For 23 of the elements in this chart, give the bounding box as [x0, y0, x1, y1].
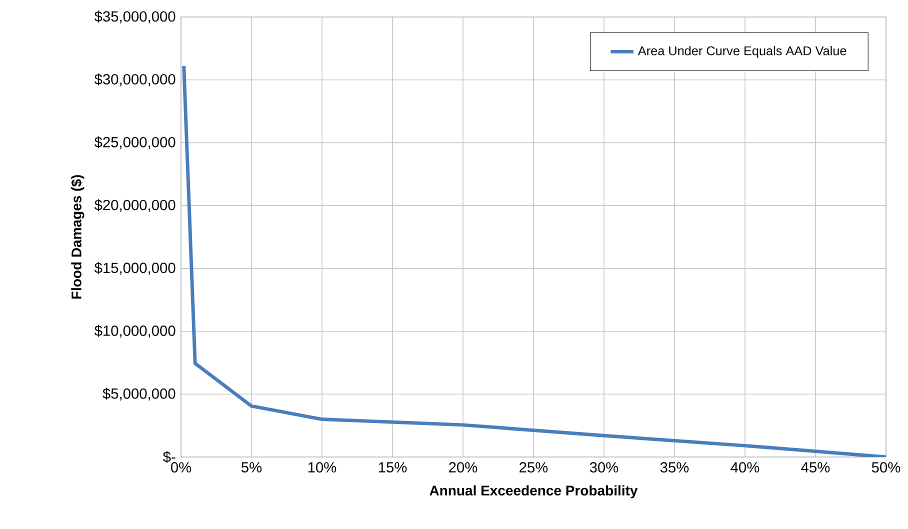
legend-label: Area Under Curve Equals AAD Value — [638, 46, 846, 58]
x-tick-label: 15% — [378, 462, 407, 472]
x-tick-label: 40% — [730, 462, 760, 473]
x-tick-label: 20% — [449, 462, 478, 473]
x-tick-label: 50% — [872, 462, 900, 473]
x-tick-label: 25% — [520, 462, 548, 473]
y-tick-label: $30,000,000 — [94, 73, 176, 86]
x-tick-label: 35% — [660, 462, 689, 473]
y-tick-label: $5,000,000 — [102, 388, 176, 401]
y-tick-label: $35,000,000 — [94, 10, 176, 24]
x-tick-label: 5% — [241, 462, 262, 472]
y-tick-label: $- — [162, 451, 176, 463]
x-tick-label: 10% — [308, 462, 336, 473]
x-axis-title: Annual Exceedence Probability — [430, 485, 638, 498]
x-tick-label: 0% — [170, 462, 192, 473]
y-axis-title: Flood Damages ($) — [70, 175, 84, 299]
y-tick-label: $25,000,000 — [94, 136, 176, 150]
y-tick-label: $15,000,000 — [94, 262, 176, 275]
x-tick-label: 30% — [590, 462, 618, 473]
x-tick-label: 45% — [801, 462, 830, 472]
line-series — [182, 64, 886, 457]
y-tick-label: $10,000,000 — [94, 324, 176, 338]
y-tick-label: $20,000,000 — [94, 199, 176, 212]
